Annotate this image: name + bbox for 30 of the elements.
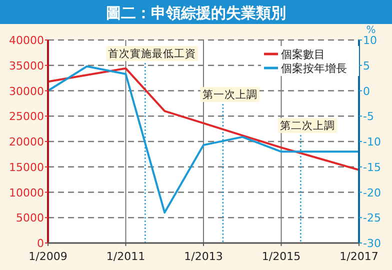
y-tick-label: 30000: [9, 84, 44, 98]
y2-tick-label: -20: [363, 186, 381, 200]
y2-tick-label: -15: [363, 160, 381, 174]
y-tick-label: 25000: [9, 110, 44, 124]
y2-tick-label: 0: [363, 84, 370, 98]
y2-tick-label: -30: [363, 237, 381, 250]
x-tick-label: 1/2017: [340, 250, 378, 263]
y-tick-label: 10000: [9, 186, 44, 200]
y-tick-label: 40000: [9, 34, 44, 47]
legend-label: 個案數目: [281, 48, 325, 61]
x-tick-label: 1/2013: [184, 250, 223, 263]
y2-tick-label: -25: [363, 212, 381, 225]
ref-line-label: 第二次上調: [280, 119, 336, 132]
y2-tick-label: -10: [363, 136, 381, 148]
y-tick-label: 0: [37, 237, 44, 250]
legend-label: 個案按年增長: [281, 62, 347, 75]
x-tick-label: 1/2011: [106, 250, 146, 263]
ref-line-label: 首次實施最低工資: [108, 47, 196, 60]
y-tick-label: 5000: [16, 212, 44, 225]
y2-tick-label: 10: [363, 34, 377, 47]
ref-line-label: 第一次上調: [202, 88, 258, 101]
title: 圖二：申領綜援的失業類別: [106, 4, 286, 22]
y2-tick-label: 5: [363, 59, 370, 72]
y-tick-label: 15000: [9, 160, 44, 174]
x-tick-label: 1/2015: [262, 250, 301, 263]
y2-axis-title: %: [366, 25, 376, 36]
y-tick-label: 20000: [9, 136, 44, 148]
y2-tick-label: -5: [363, 110, 374, 124]
y-tick-label: 35000: [9, 59, 44, 72]
x-tick-label: 1/2009: [28, 250, 68, 263]
